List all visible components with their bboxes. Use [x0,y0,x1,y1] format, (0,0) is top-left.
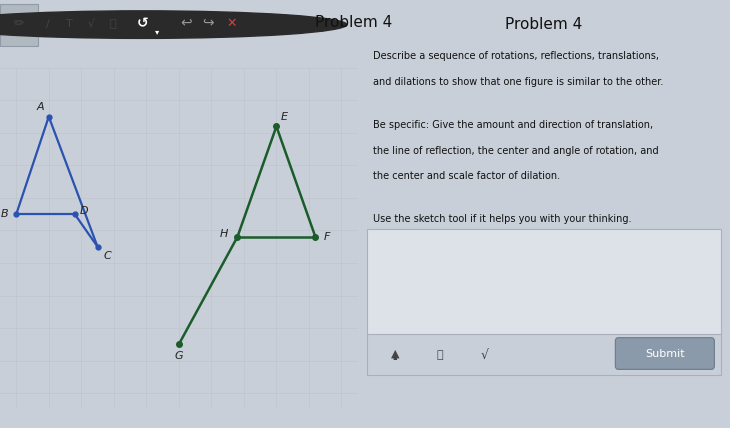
Text: 🎤: 🎤 [437,350,443,360]
Text: D: D [80,206,88,216]
Text: G: G [174,351,183,361]
Circle shape [0,11,347,39]
Text: C: C [104,252,111,262]
Text: ✏: ✏ [14,17,24,30]
Text: Submit: Submit [645,348,685,359]
Text: T: T [66,19,73,29]
Text: the line of reflection, the center and angle of rotation, and: the line of reflection, the center and a… [372,146,658,155]
Text: ▲: ▲ [391,348,399,359]
Text: E: E [281,112,288,122]
FancyBboxPatch shape [615,338,715,369]
Text: ↺: ↺ [137,17,148,31]
Text: A: A [36,102,45,112]
Text: √: √ [88,19,95,29]
Text: and dilations to show that one figure is similar to the other.: and dilations to show that one figure is… [372,77,663,87]
Text: B: B [1,209,9,219]
Text: ▪: ▪ [393,355,397,361]
Text: ▾: ▾ [155,27,159,36]
FancyBboxPatch shape [367,229,721,336]
Text: Problem 4: Problem 4 [505,17,583,32]
Text: the center and scale factor of dilation.: the center and scale factor of dilation. [372,171,560,181]
Text: H: H [220,229,228,239]
FancyBboxPatch shape [367,334,721,374]
Text: Problem 4: Problem 4 [315,15,393,30]
Text: ⬛: ⬛ [110,19,117,29]
Text: Describe a sequence of rotations, reflections, translations,: Describe a sequence of rotations, reflec… [372,51,658,61]
Text: ↪: ↪ [202,15,214,29]
Text: Use the sketch tool if it helps you with your thinking.: Use the sketch tool if it helps you with… [372,214,631,224]
Text: Be specific: Give the amount and direction of translation,: Be specific: Give the amount and directi… [372,120,653,130]
FancyBboxPatch shape [0,4,38,45]
Text: F: F [323,232,330,242]
Text: ✕: ✕ [227,17,237,30]
Text: √: √ [480,349,488,362]
Text: /: / [45,19,50,29]
Text: ↩: ↩ [180,15,192,29]
